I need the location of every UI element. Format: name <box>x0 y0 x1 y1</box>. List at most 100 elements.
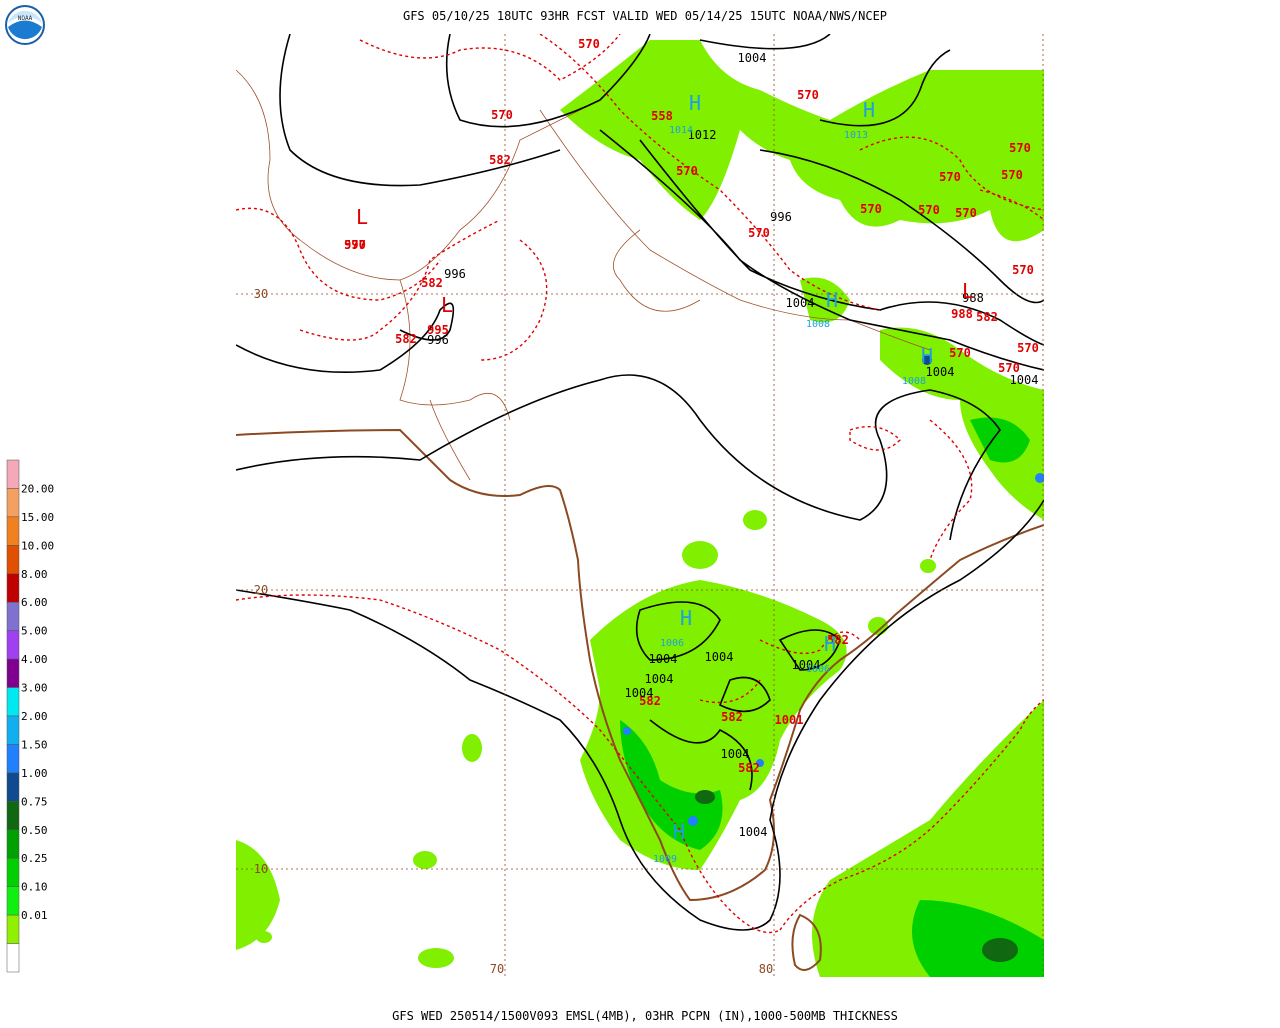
thickness-label: 582 <box>639 694 661 708</box>
highs-label: H <box>689 91 701 115</box>
thickness-label: 570 <box>491 108 513 122</box>
legend-label: 0.50 <box>21 824 48 837</box>
pressure-label: 1004 <box>625 686 654 700</box>
legend-swatch <box>6 516 20 546</box>
precipitation-heavy <box>620 355 1044 977</box>
noaa-logo: NOAA <box>5 5 45 45</box>
high-values-label: 1006 <box>660 638 684 649</box>
thickness-label: 570 <box>955 206 977 220</box>
legend-swatch <box>6 630 20 660</box>
map: 570 570 558 582 570 570 570 570 570 570 570 570 570 5… <box>236 34 1044 977</box>
lows-label: L <box>356 205 368 229</box>
title: GFS 05/10/25 18UTC 93HR FCST VALID WED 0… <box>403 9 887 23</box>
thickness-label: 570 <box>939 170 961 184</box>
pressure-label: 1004 <box>1010 373 1039 387</box>
latitudes-label: 10 <box>254 862 268 876</box>
legend-label: 0.25 <box>21 852 48 865</box>
thickness-label: 570 <box>578 37 600 51</box>
highs-label: H <box>826 288 838 312</box>
legend-swatch <box>6 914 20 944</box>
legend-swatch <box>6 801 20 831</box>
legend: 20.00 15.00 10.00 8.00 6.00 5.00 4.00 3.00 2.00 1… <box>6 459 54 973</box>
thickness-label: 570 <box>797 88 819 102</box>
thickness-label: 582 <box>827 633 849 647</box>
pressure-label: 1004 <box>738 51 767 65</box>
pressure-label: 1004 <box>786 296 815 310</box>
legend-label: 6.00 <box>21 596 48 609</box>
longitudes-label: 80 <box>759 962 773 976</box>
pressure-label: 1004 <box>926 365 955 379</box>
thickness-label: 570 <box>998 361 1020 375</box>
legend-label: 3.00 <box>21 682 48 695</box>
thickness-label: 1001 <box>775 713 804 727</box>
pressure-label: 996 <box>444 267 466 281</box>
thickness-label: 997 <box>344 238 366 252</box>
legend-label: 10.00 <box>21 539 54 552</box>
legend-label: 0.01 <box>21 909 48 922</box>
legend-swatch <box>6 459 20 489</box>
precipitation <box>236 40 1044 977</box>
high-values-label: 1008 <box>806 319 830 330</box>
thickness-label: 570 <box>344 238 366 252</box>
thickness-label: 582 <box>721 710 743 724</box>
thickness-label: 570 <box>676 164 698 178</box>
thickness-label: 570 <box>949 346 971 360</box>
thickness-label: 988 <box>951 307 973 321</box>
legend-swatch <box>6 488 20 518</box>
legend-swatch <box>6 829 20 859</box>
longitudes-label: 70 <box>490 962 504 976</box>
highs-label: H <box>824 632 836 656</box>
high-values-label: 1014 <box>669 125 693 136</box>
pressure-label: 1004 <box>721 747 750 761</box>
pressure-label: 1012 <box>688 128 717 142</box>
footer: GFS WED 250514/1500V093 EMSL(4MB), 03HR … <box>392 1009 898 1023</box>
thickness-label: 570 <box>1017 341 1039 355</box>
highs-label: H <box>863 98 875 122</box>
legend-label: 4.00 <box>21 653 48 666</box>
legend-label: 0.75 <box>21 795 48 808</box>
legend-label: 20.00 <box>21 482 54 495</box>
pressure-label: 1004 <box>645 672 674 686</box>
legend-swatch <box>6 573 20 603</box>
highs-label: H <box>921 344 933 368</box>
legend-swatch <box>6 857 20 887</box>
legend-swatch <box>6 545 20 575</box>
thickness-label: 582 <box>489 153 511 167</box>
pressure-label: 996 <box>427 333 449 347</box>
thickness-label: 582 <box>395 332 417 346</box>
legend-swatch <box>6 687 20 717</box>
legend-swatch <box>6 772 20 802</box>
legend-label: 15.00 <box>21 511 54 524</box>
thickness-label: 582 <box>738 761 760 775</box>
svg-text:NOAA: NOAA <box>18 15 33 22</box>
high-values-label: 1009 <box>653 854 677 865</box>
thickness-label: 570 <box>1001 168 1023 182</box>
legend-swatch <box>6 715 20 745</box>
pressure-label: 1004 <box>739 825 768 839</box>
legend-swatch <box>6 601 20 631</box>
pressure-label: 1004 <box>705 650 734 664</box>
high-values-label: 1013 <box>844 130 868 141</box>
thickness-label: 582 <box>976 310 998 324</box>
latitudes-label: 30 <box>254 287 268 301</box>
thickness-label: 558 <box>651 109 673 123</box>
pressure-label: 996 <box>770 210 792 224</box>
legend-label: 8.00 <box>21 568 48 581</box>
high-values-label: 1008 <box>902 376 926 387</box>
legend-label: 5.00 <box>21 625 48 638</box>
pressure-label: 1004 <box>649 652 678 666</box>
highs-label: H <box>680 606 692 630</box>
legend-swatch <box>6 744 20 774</box>
thickness-label: 570 <box>918 203 940 217</box>
pressure-label: 1004 <box>792 658 821 672</box>
high-values-label: 1006 <box>806 664 830 675</box>
thickness-label: 570 <box>860 202 882 216</box>
legend-label: 2.00 <box>21 710 48 723</box>
highs-label: H <box>673 820 685 844</box>
thickness-label: 570 <box>1009 141 1031 155</box>
thickness-label: 570 <box>1012 263 1034 277</box>
pressure-label: 988 <box>962 291 984 305</box>
thickness-label: 582 <box>421 276 443 290</box>
